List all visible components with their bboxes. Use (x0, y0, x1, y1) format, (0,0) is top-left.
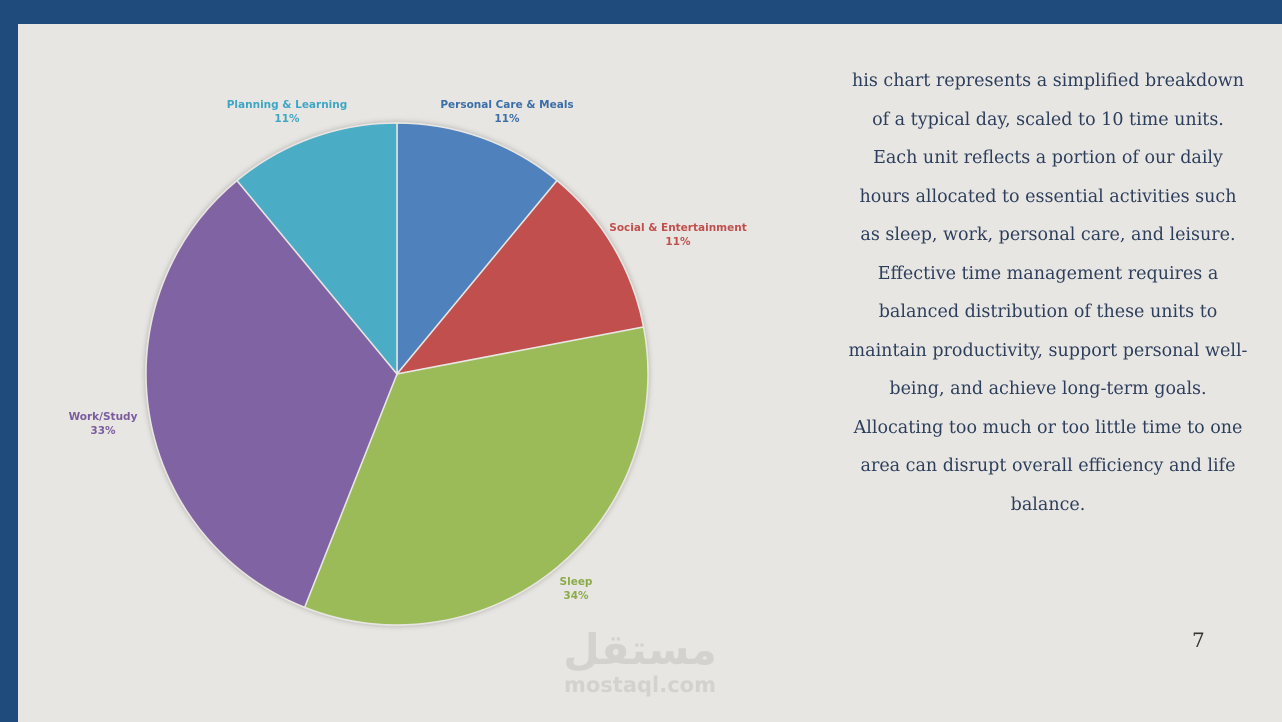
slide-frame-left (0, 0, 18, 722)
pie-label-3: Sleep (560, 576, 593, 588)
page-number: 7 (1192, 628, 1205, 652)
pie-label-1: Personal Care & Meals (440, 99, 573, 111)
pie-percent-3: 34% (563, 590, 589, 602)
pie-label-2: Social & Entertainment (609, 222, 746, 234)
pie-slice-work-study (145, 179, 398, 609)
pie-percent-2: 11% (665, 236, 691, 248)
pie-percent-1: 11% (494, 113, 520, 125)
watermark-logo: مستقل mostaql.com (560, 625, 720, 697)
chart-description: his chart represents a simplified breakd… (848, 62, 1248, 524)
watermark-arabic: مستقل (563, 625, 717, 674)
watermark-latin: mostaql.com (564, 673, 716, 697)
pie-slice-sleep (303, 326, 649, 626)
description-paragraph-1: his chart represents a simplified breakd… (851, 71, 1244, 245)
pie-percent-5: 11% (274, 113, 300, 125)
pie-label-5: Planning & Learning (227, 99, 348, 111)
pie-slice-social-entertainment (395, 179, 645, 376)
pie-slice-planning-learning (235, 122, 398, 377)
pie-percent-4: 33% (90, 425, 116, 437)
pie-label-4: Work/Study (69, 411, 138, 423)
pie-slice-personal-care-meals (396, 122, 559, 377)
slide-frame-top (0, 0, 1282, 24)
description-paragraph-2: Effective time management requires a bal… (848, 263, 1248, 515)
